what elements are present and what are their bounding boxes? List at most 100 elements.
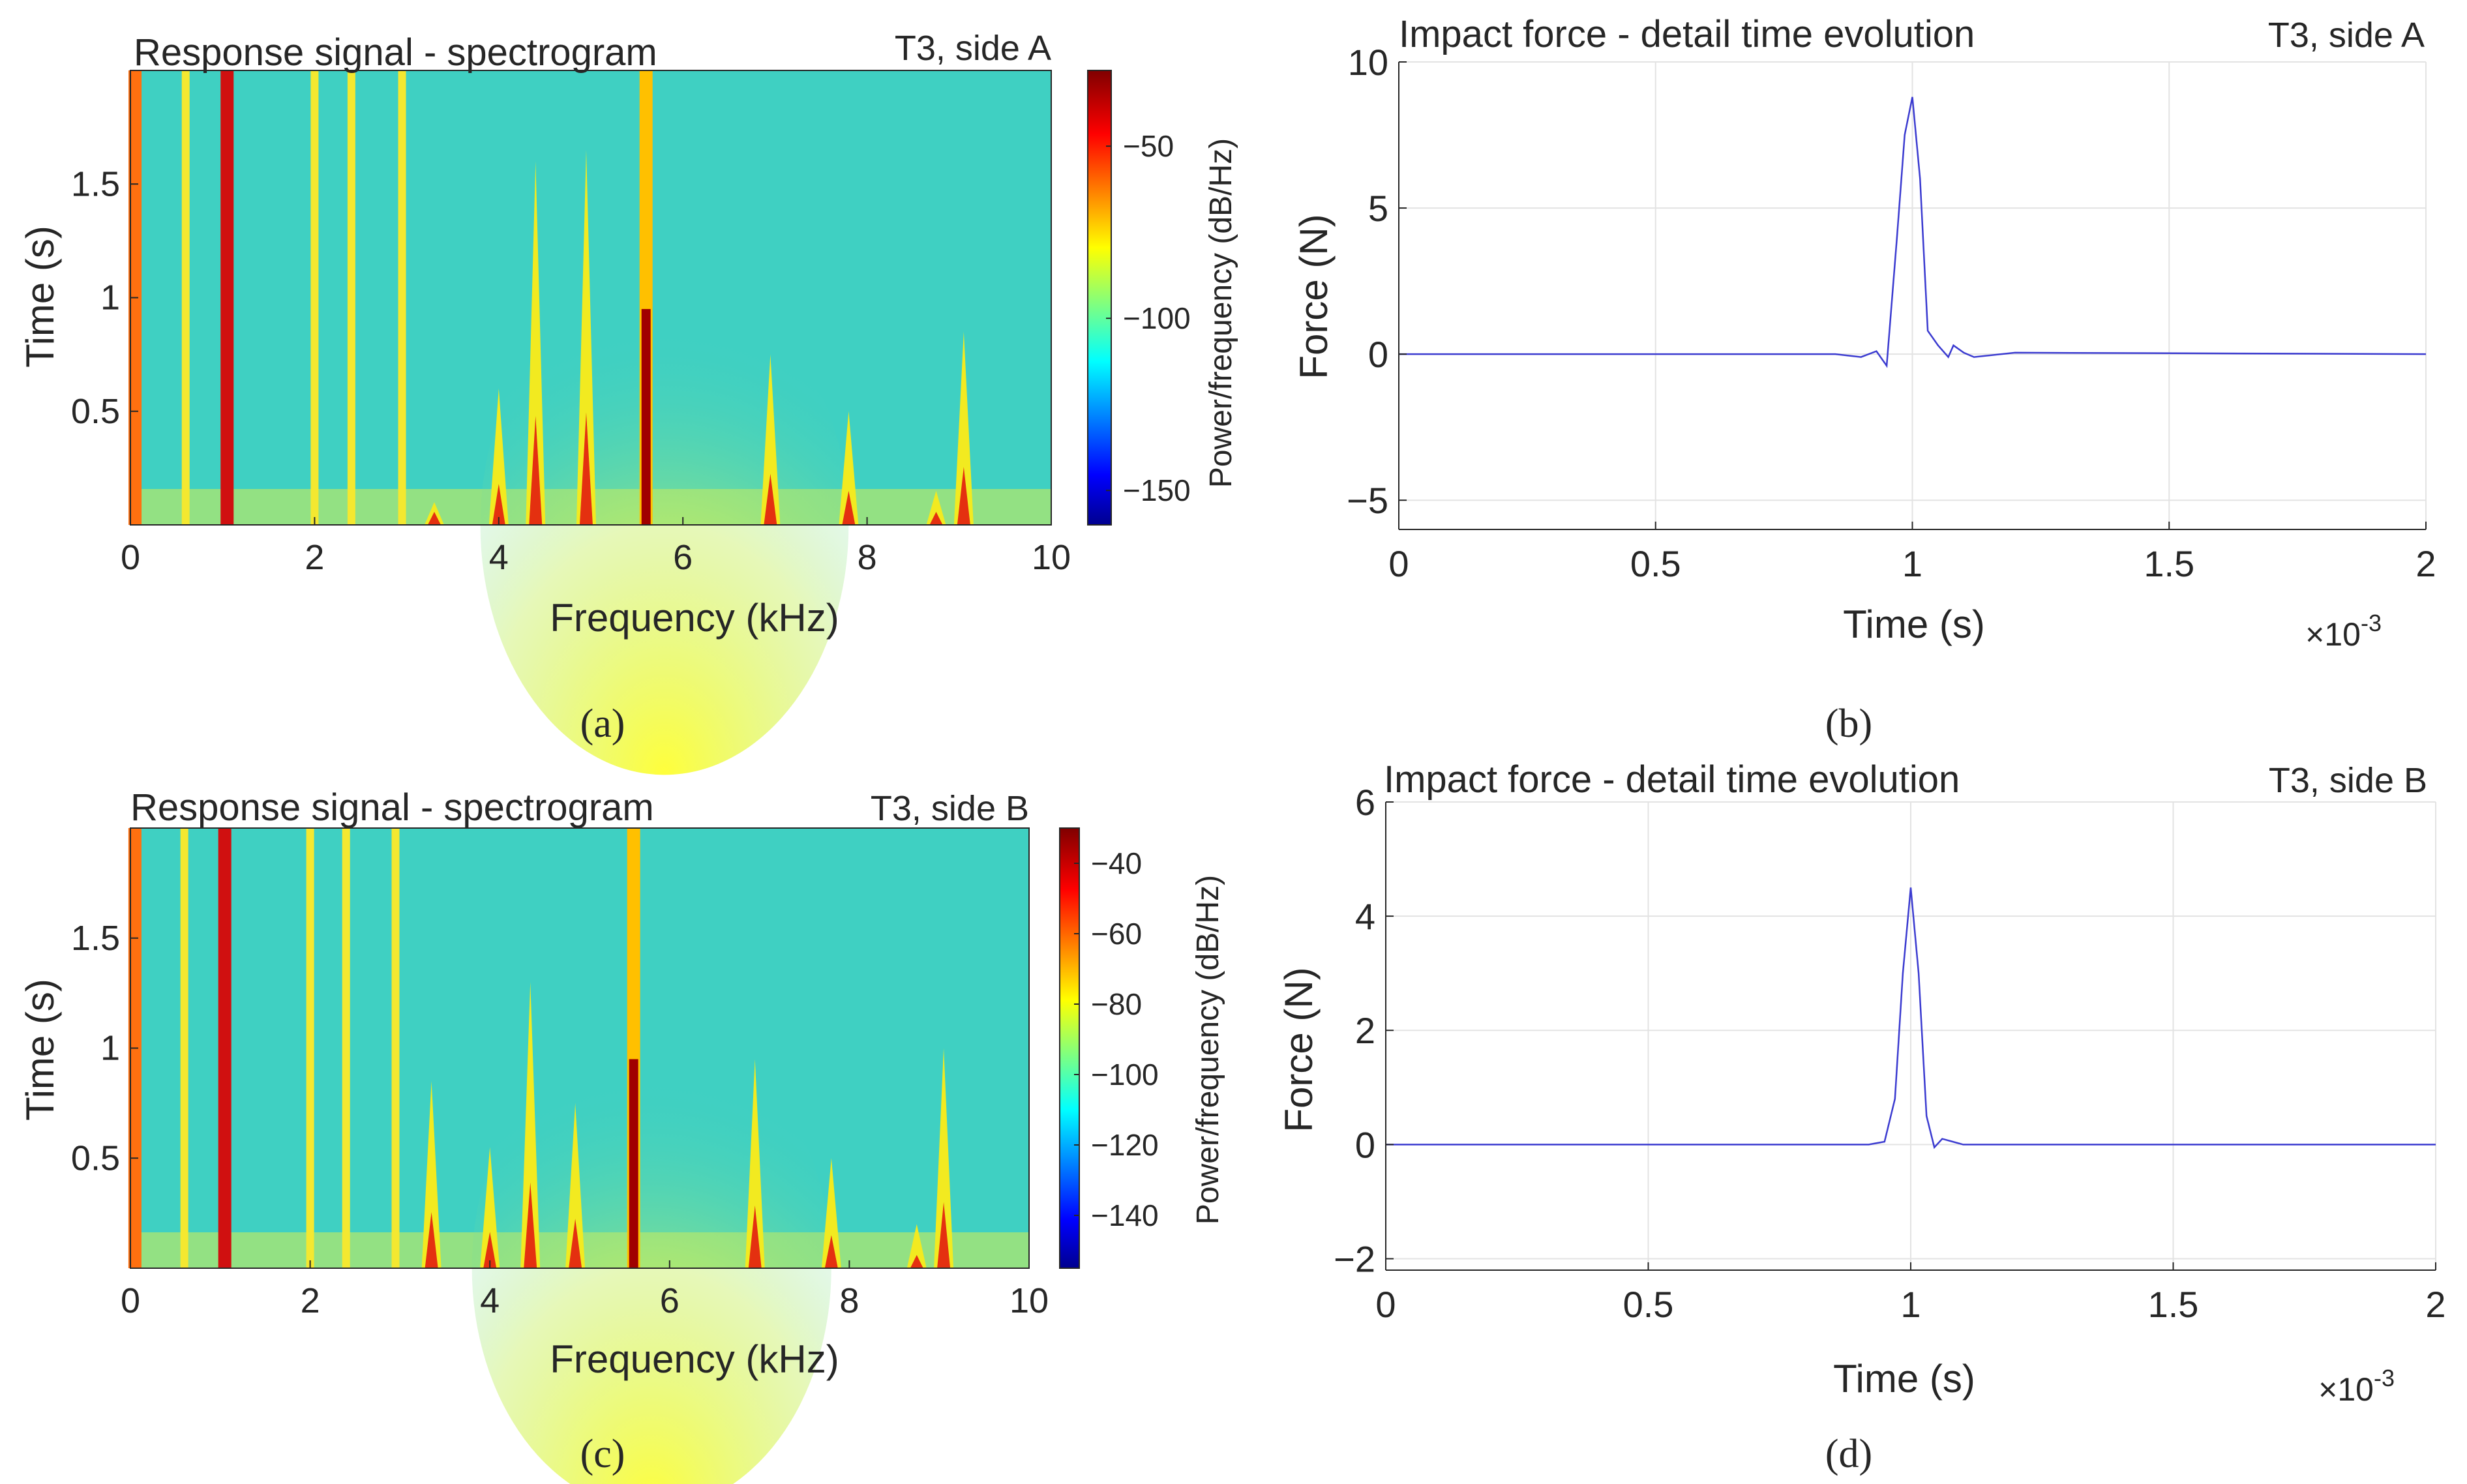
colorbar-frame	[1087, 70, 1112, 526]
decaying-peak-5	[821, 1158, 841, 1268]
x-tick-label: 1.5	[2144, 543, 2194, 584]
decaying-peak-6	[926, 490, 946, 525]
x-tick-label: 0.5	[1623, 1284, 1674, 1325]
decaying-peak-core-5	[842, 490, 856, 525]
x-multiplier-b: ×10-3	[2305, 610, 2382, 653]
persistent-line-1	[180, 828, 188, 1268]
y-tick-label: 0	[1355, 1124, 1375, 1165]
decaying-peak-core-0	[427, 512, 441, 525]
colorbar-tick-label: −80	[1091, 987, 1142, 1021]
chart-title-d: Impact force - detail time evolution	[1384, 758, 1960, 801]
persistent-line-1	[181, 70, 190, 525]
y-tick-label: 0	[1368, 334, 1388, 375]
chart-title-a: Response signal - spectrogram	[134, 31, 657, 74]
persistent-line-4	[342, 828, 350, 1268]
decaying-peak-7	[953, 331, 974, 525]
x-tick-label: 1.5	[2148, 1284, 2199, 1325]
x-tick-label: 1	[1900, 1284, 1921, 1325]
persistent-line-3	[310, 70, 319, 525]
chart-title-c: Response signal - spectrogram	[130, 786, 654, 829]
x-tick-label: 0	[1388, 543, 1409, 584]
chart-annotation-b: T3, side A	[2268, 16, 2425, 55]
y-tick-label: −2	[1334, 1238, 1375, 1279]
decaying-peak-core-7	[937, 1202, 951, 1268]
colorbar-label-a: Power/frequency (dB/Hz)	[1204, 138, 1238, 488]
decaying-peak-core-1	[492, 484, 505, 525]
broadband-glow	[471, 1026, 831, 1484]
decaying-peak-core-1	[483, 1232, 497, 1268]
force-series-line-0	[1399, 96, 2427, 368]
colorbar-tick-label: −100	[1123, 301, 1191, 335]
force-series-line-0	[1386, 887, 2436, 1150]
decaying-peak-7	[934, 1048, 954, 1268]
y-tick-label: −5	[1347, 480, 1388, 521]
x-tick-label: 2	[305, 538, 324, 577]
persistent-line-3	[306, 828, 314, 1268]
y-tick-label: 10	[1348, 42, 1388, 83]
x-tick-label: 0.5	[1630, 543, 1681, 584]
persistent-line-2	[218, 828, 232, 1268]
y-tick-label: 1.5	[71, 919, 120, 958]
decaying-peak-2	[520, 982, 541, 1268]
decaying-peak-1	[480, 1147, 500, 1268]
decaying-peak-3	[576, 149, 596, 526]
decaying-peak-core-6	[929, 512, 943, 525]
y-tick-label: 1.5	[71, 164, 120, 203]
y-tick-label: 0.5	[71, 392, 120, 431]
x-tick-label: 0	[1375, 1284, 1396, 1325]
y-tick-label: 0.5	[71, 1138, 120, 1178]
panel-label-b: (b)	[1825, 702, 1872, 746]
persistent-line-2	[220, 70, 234, 525]
decaying-peak-core-7	[957, 467, 970, 525]
colorbar-tick-label: −50	[1123, 129, 1174, 163]
decaying-peak-core-2	[529, 415, 543, 525]
colorbar-gradient	[1060, 828, 1079, 1268]
x-tick-label: 2	[2415, 543, 2436, 584]
chart-annotation-c: T3, side B	[871, 789, 1029, 828]
x-tick-label: 1	[1902, 543, 1922, 584]
colorbar-frame	[1059, 827, 1080, 1269]
x-tick-label: 6	[673, 538, 693, 577]
y-tick-label: 1	[100, 1029, 120, 1068]
chart-annotation-a: T3, side A	[895, 29, 1051, 68]
colorbar-label-c: Power/frequency (dB/Hz)	[1191, 875, 1225, 1224]
decaying-peak-core-3	[569, 1219, 582, 1268]
decaying-peak-0	[421, 1081, 441, 1268]
decaying-peak-4	[760, 354, 781, 525]
persistent-line-5	[398, 70, 406, 525]
decaying-peak-5	[839, 411, 859, 525]
decaying-peak-core-2	[524, 1182, 537, 1268]
x-tick-label: 8	[858, 538, 877, 577]
y-tick-label: 2	[1355, 1010, 1375, 1051]
y-tick-label: 4	[1355, 896, 1375, 937]
x-tick-label: 6	[660, 1281, 680, 1320]
x-tick-label: 4	[489, 538, 509, 577]
spectrogram-plot-a: 0 2 4 6 8 10 0.5 1 1.5 −50 −100 −150	[71, 70, 1191, 775]
panel-label-a: (a)	[580, 702, 625, 746]
x-tick-label: 4	[480, 1281, 500, 1320]
x-tick-label: 8	[839, 1281, 859, 1320]
decaying-peak-1	[488, 388, 509, 525]
panel-c-spectrogram-side-b: 0 2 4 6 8 10 0.5 1 1.5 −40 −60 −80 −100 −120 −140 Resp…	[18, 786, 1225, 1484]
panel-label-d: (d)	[1825, 1432, 1872, 1476]
x-tick-label: 10	[1032, 538, 1071, 577]
decaying-peak-6	[906, 1224, 927, 1268]
x-axis-label-b: Time (s)	[1843, 602, 1985, 646]
chart-annotation-d: T3, side B	[2269, 761, 2427, 800]
persistent-line-core-6	[641, 308, 651, 525]
panel-label-c: (c)	[580, 1432, 625, 1476]
decaying-peak-core-0	[425, 1211, 438, 1268]
persistent-line-5	[391, 828, 400, 1268]
decaying-peak-core-4	[748, 1205, 762, 1268]
y-axis-label-c: Time (s)	[18, 979, 62, 1121]
x-axis-label-c: Frequency (kHz)	[550, 1337, 839, 1381]
x-multiplier-d: ×10-3	[2318, 1365, 2395, 1408]
x-axis-label-d: Time (s)	[1833, 1357, 1975, 1401]
x-tick-label: 0	[121, 1281, 140, 1320]
decaying-peak-core-5	[824, 1235, 838, 1268]
y-axis-label-d: Force (N)	[1277, 967, 1321, 1132]
